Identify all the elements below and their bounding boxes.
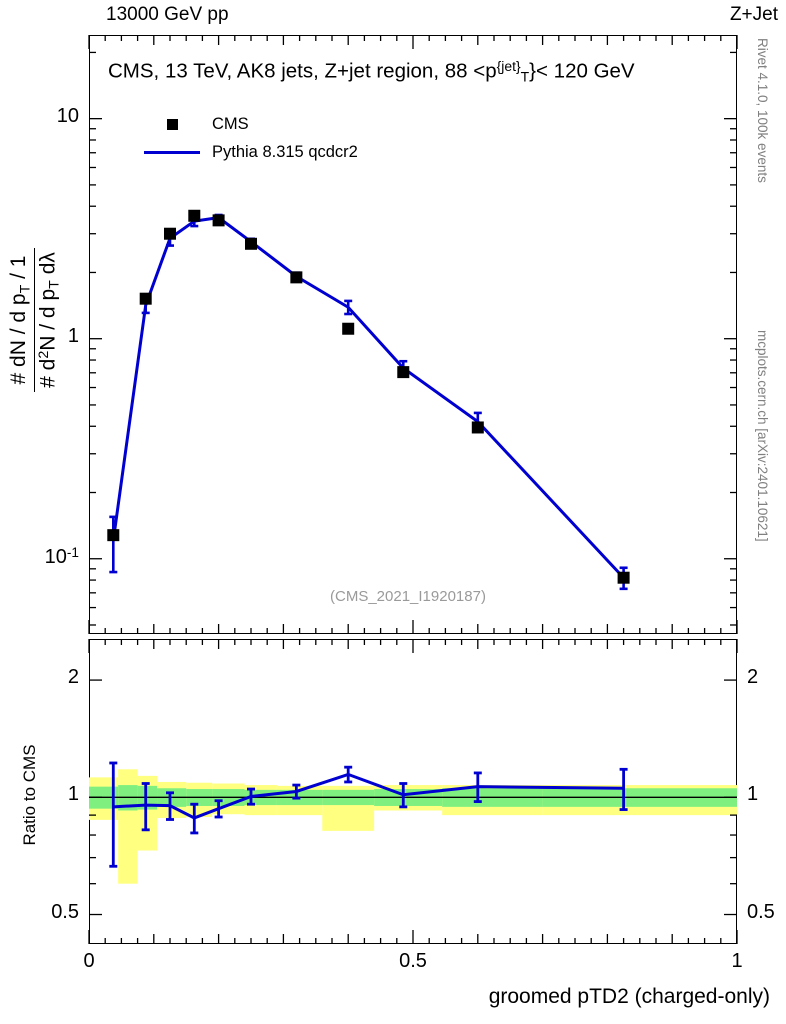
x-axis-label: groomed pTD2 (charged-only) [488,985,770,1008]
x-tick-label: 0.5 [399,950,427,972]
data-point-marker [471,421,484,434]
legend-label-cms: CMS [212,114,249,133]
analysis-id-watermark: (CMS_2021_I1920187) [330,588,486,605]
data-point-marker [245,237,257,250]
data-point-marker [617,571,630,584]
data-point-marker [164,227,176,240]
x-tick-label: 1 [731,950,743,972]
y-tick-label-ratio: 2 [67,666,79,689]
mc-curve [111,216,625,579]
main-plot-panel [89,35,737,634]
y-tick-label-main: 1 [67,324,79,347]
data-point-marker [107,529,120,542]
y-tick-label-ratio: 1 [67,783,79,806]
legend-label-pythia: Pythia 8.315 qcdcr2 [212,142,358,161]
legend-line-icon [140,150,204,154]
y-tick-label-ratio-right: 1 [747,783,759,806]
y-tick-label-ratio-right: 2 [747,666,759,689]
header-process-label: Z+Jet [729,4,778,25]
plot-title: CMS, 13 TeV, AK8 jets, Z+jet region, 88 … [108,58,635,85]
data-point-marker [397,366,410,379]
data-point-marker [342,322,355,335]
data-point-marker [139,292,152,305]
data-point-marker [188,209,201,222]
title-subscript: T [520,68,530,85]
legend: CMS Pythia 8.315 qcdcr2 [140,110,358,166]
legend-marker-square-icon [140,118,204,130]
y-tick-label-main: 10 [56,104,79,127]
title-superscript: {jet} [496,58,521,74]
y-tick-label-ratio: 0.5 [51,900,79,923]
data-point-marker [212,214,225,227]
legend-entry-cms: CMS [140,110,358,138]
legend-entry-pythia: Pythia 8.315 qcdcr2 [140,138,358,166]
y-tick-label-main: 10-1 [44,544,79,568]
y-tick-label-ratio-right: 0.5 [747,900,775,923]
header-beam-label: 13000 GeV pp [106,4,229,25]
x-tick-label: 0 [83,950,95,972]
data-point-marker [290,271,303,284]
